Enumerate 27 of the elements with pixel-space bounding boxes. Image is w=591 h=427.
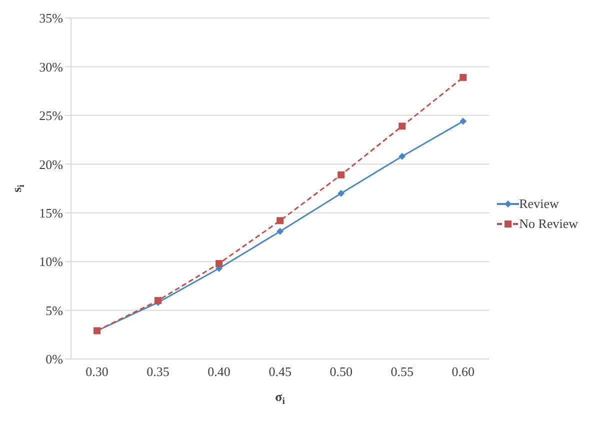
x-tick-label: 0.45: [268, 364, 292, 380]
y-tick-label: 30%: [39, 59, 64, 74]
y-tick-label: 35%: [39, 10, 64, 26]
y-tick-label: 25%: [39, 108, 64, 124]
point: [398, 152, 406, 160]
y-tick-label: 20%: [39, 156, 64, 172]
x-tick-label: 0.30: [86, 364, 108, 380]
point: [398, 122, 406, 130]
point: [460, 74, 467, 81]
x-tick-label: 0.50: [330, 364, 352, 380]
y-tick-label: 15%: [39, 205, 64, 220]
point: [276, 228, 284, 235]
point: [216, 260, 223, 268]
x-tick-label: 0.35: [146, 364, 170, 380]
point: [460, 118, 467, 125]
point: [338, 190, 345, 197]
y-tick-label: 10%: [39, 254, 64, 270]
x-axis-title: σ$_{i}$: [275, 389, 286, 407]
x-tick-label: 0.40: [208, 364, 230, 380]
legend-label: No Review: [519, 216, 578, 232]
point: [338, 171, 345, 178]
y-tick-label: 0%: [46, 352, 64, 367]
legend-label: Review: [519, 196, 559, 212]
y-tick-label: 5%: [46, 302, 64, 318]
x-tick-label: 0.55: [390, 364, 414, 380]
x-tick-label: 0.60: [452, 364, 475, 380]
point: [276, 217, 284, 224]
